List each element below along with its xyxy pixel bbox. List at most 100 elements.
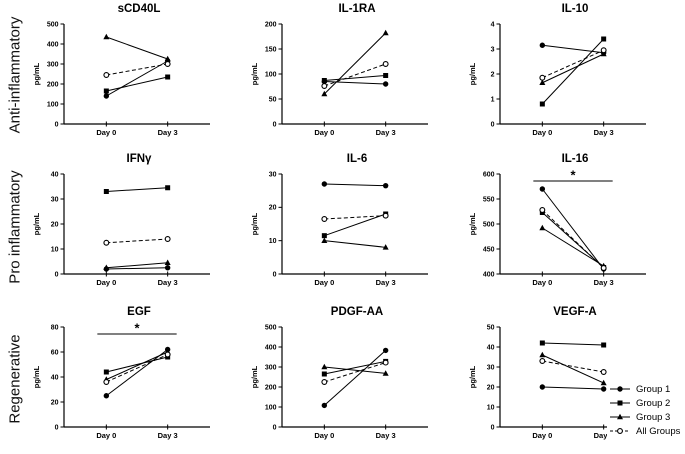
chart-il16: IL-16 400 450 500 550 600 Day 0 Day 3 pg/mL *	[466, 150, 685, 303]
svg-text:Day 3: Day 3	[158, 278, 178, 287]
filled-circle-marker-icon	[607, 383, 633, 395]
y-axis: 0 10 20 30	[269, 171, 283, 278]
series-markers-all-groups	[321, 212, 389, 222]
series-line-group-1	[542, 386, 604, 390]
series-line-all-groups	[324, 215, 386, 220]
series-line-group-3	[324, 366, 386, 374]
series-markers-group-2	[103, 74, 171, 94]
series-line-group-2	[542, 212, 604, 268]
legend-label: Group 2	[636, 397, 671, 409]
legend-label: Group 1	[636, 383, 671, 395]
chart-title: sCD40L	[117, 3, 161, 15]
y-axis-label: pg/mL	[468, 62, 477, 85]
y-axis-label: pg/mL	[32, 365, 41, 388]
series-markers-group-3	[321, 237, 389, 250]
svg-text:300: 300	[265, 364, 277, 371]
svg-text:550: 550	[483, 196, 495, 203]
row-label-regenerative: Regenerative	[0, 303, 30, 454]
series-markers-group-3	[103, 259, 171, 271]
chart-title: IL-6	[346, 153, 368, 165]
series-markers-group-2	[539, 340, 607, 348]
series-markers-group-3	[539, 50, 607, 86]
svg-text:100: 100	[265, 71, 277, 78]
series-line-group-3	[542, 227, 604, 267]
chart-scd40l: sCD40L 0 100 200 300 400 500 Day 0 Day 3 pg/mL	[30, 0, 248, 150]
svg-text:50: 50	[269, 96, 277, 103]
y-axis: 0 50 100 150 200	[265, 21, 283, 128]
series-markers-group-1	[321, 181, 389, 189]
plot-svg: 0 50 100 150 200 Day 0 Day 3 pg/mL	[250, 21, 428, 137]
significance-star: *	[134, 321, 140, 336]
y-axis: 0 100 200 300 400 500	[47, 21, 65, 128]
svg-text:600: 600	[483, 171, 495, 178]
svg-text:200: 200	[265, 384, 277, 391]
chart-title: PDGF-AA	[330, 306, 384, 318]
svg-text:Day 3: Day 3	[376, 431, 396, 440]
series-line-group-3	[542, 53, 604, 84]
series-line-group-3	[324, 240, 386, 248]
y-axis: 0 10 20 30 40 50	[487, 324, 501, 431]
x-axis: Day 0 Day 3	[64, 424, 210, 440]
series-line-group-2	[324, 360, 386, 375]
series-markers-group-2	[539, 36, 607, 107]
chart-vegfa: VEGF-A 0 10 20 30 40 50 Day 0 Day 3 pg/mL	[466, 303, 685, 454]
series-markers-group-3	[321, 363, 389, 376]
y-axis-label: pg/mL	[32, 212, 41, 235]
svg-text:0: 0	[273, 121, 277, 128]
series-markers-all-groups	[321, 359, 389, 385]
svg-text:0: 0	[491, 121, 495, 128]
svg-text:4: 4	[491, 21, 495, 28]
series-markers-all-groups	[321, 61, 389, 89]
series-line-group-1	[541, 188, 605, 270]
chart-il10: IL-10 0 1 2 3 4 Day 0 Day 3 pg/mL	[466, 0, 685, 150]
series-line-group-2	[106, 187, 168, 192]
svg-text:10: 10	[51, 246, 59, 253]
row-label-pro-inflammatory: Pro inflammatory	[0, 150, 30, 303]
y-axis: 0 20 40 60 80	[51, 324, 65, 431]
svg-text:100: 100	[265, 404, 277, 411]
svg-text:0: 0	[55, 424, 59, 431]
row-label-text: Regenerative	[6, 333, 24, 424]
series-line-all-groups	[106, 238, 168, 244]
svg-text:3: 3	[491, 46, 495, 53]
y-axis-label: pg/mL	[250, 365, 259, 388]
series-line-all-groups	[106, 354, 168, 383]
series-line-all-groups	[542, 360, 604, 373]
y-axis-label: pg/mL	[468, 365, 477, 388]
plot-area: 0 50 100 150 200 Day 0 Day 3 pg/mL	[248, 16, 466, 148]
plot-svg: 0 100 200 300 400 500 Day 0 Day 3 pg/mL	[32, 21, 210, 137]
svg-text:Day 3: Day 3	[594, 278, 614, 287]
svg-text:20: 20	[51, 221, 59, 228]
y-axis: 0 100 200 300 400 500	[265, 324, 283, 431]
open-circle-marker-icon	[607, 425, 633, 437]
svg-text:Day 3: Day 3	[376, 278, 396, 287]
y-axis-label: pg/mL	[250, 62, 259, 85]
plot-area: 0 10 20 30 40 Day 0 Day 3 pg/mL	[30, 166, 248, 298]
x-axis: Day 0 Day 3	[282, 121, 428, 137]
svg-text:400: 400	[265, 344, 277, 351]
plot-area: 0 1 2 3 4 Day 0 Day 3 pg/mL	[466, 16, 684, 148]
legend-item-all-groups: All Groups	[607, 424, 685, 438]
chart-title: IL-16	[561, 153, 589, 165]
plot-svg: 0 1 2 3 4 Day 0 Day 3 pg/mL	[468, 21, 646, 137]
series-line-group-3	[542, 354, 604, 384]
svg-text:Day 0: Day 0	[314, 431, 334, 440]
row-label-text: Pro inflammatory	[6, 169, 24, 284]
svg-text:Day 0: Day 0	[96, 431, 116, 440]
series-line-all-groups	[324, 63, 386, 87]
svg-text:40: 40	[51, 374, 59, 381]
series-markers-group-3	[321, 29, 389, 97]
plot-area: 0 100 200 300 400 500 Day 0 Day 3 pg/mL	[248, 319, 466, 451]
series-markers-group-2	[103, 185, 171, 194]
chart-il1ra: IL-1RA 0 50 100 150 200 Day 0 Day 3 pg/mL	[248, 0, 466, 150]
series-markers-all-groups	[103, 351, 171, 385]
svg-text:200: 200	[47, 81, 59, 88]
series-markers-group-2	[321, 73, 389, 83]
svg-text:20: 20	[487, 384, 495, 391]
svg-text:100: 100	[47, 101, 59, 108]
series-line-group-1	[324, 81, 386, 85]
svg-text:20: 20	[51, 399, 59, 406]
svg-text:Day 0: Day 0	[532, 128, 552, 137]
significance-star: *	[570, 168, 576, 183]
svg-text:80: 80	[51, 324, 59, 331]
